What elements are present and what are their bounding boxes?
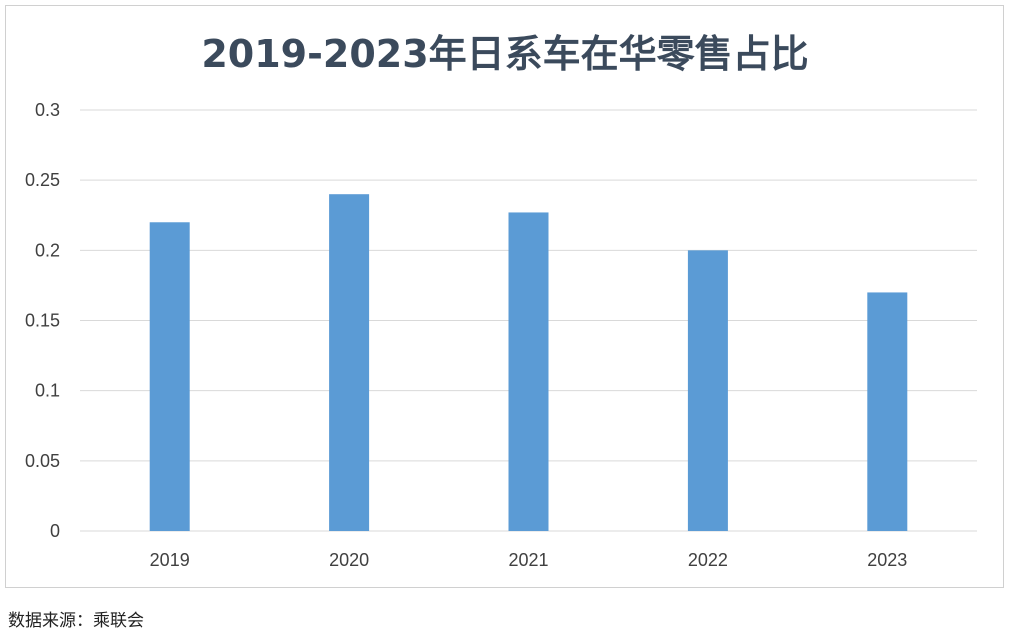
y-tick-label: 0.05 bbox=[25, 451, 60, 471]
y-tick-label: 0.1 bbox=[35, 381, 60, 401]
y-tick-label: 0.3 bbox=[35, 100, 60, 120]
bar-2019 bbox=[149, 222, 190, 531]
y-tick-label: 0.25 bbox=[25, 170, 60, 190]
y-tick-label: 0.2 bbox=[35, 240, 60, 260]
y-tick-label: 0.15 bbox=[25, 311, 60, 331]
bar-2022 bbox=[687, 250, 728, 532]
x-tick-label: 2019 bbox=[150, 550, 190, 570]
bar-2023 bbox=[867, 292, 908, 531]
x-tick-label: 2023 bbox=[867, 550, 907, 570]
bars bbox=[149, 194, 908, 532]
y-axis-ticks: 0 0.05 0.1 0.15 0.2 0.25 0.3 bbox=[25, 100, 60, 541]
chart-title: 2019-2023年日系车在华零售占比 bbox=[201, 32, 808, 76]
bar-2020 bbox=[329, 194, 370, 531]
x-tick-label: 2020 bbox=[329, 550, 369, 570]
bar-2021 bbox=[508, 212, 549, 531]
source-note: 数据来源：乘联会 bbox=[8, 611, 144, 631]
x-tick-label: 2022 bbox=[688, 550, 728, 570]
x-tick-label: 2021 bbox=[508, 550, 548, 570]
bar-chart: 2019-2023年日系车在华零售占比 00.050.10.150.20.250… bbox=[25, 32, 977, 570]
x-axis-ticks: 2019 2020 2021 2022 2023 bbox=[150, 550, 908, 570]
y-tick-label: 0 bbox=[50, 521, 60, 541]
